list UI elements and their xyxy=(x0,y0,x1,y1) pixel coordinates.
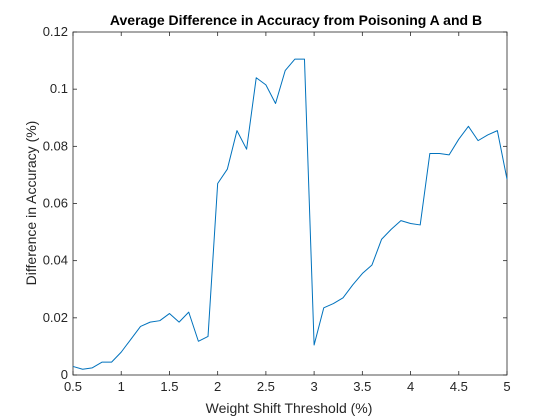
y-tick-label: 0.02 xyxy=(43,310,68,325)
x-tick-label: 1.5 xyxy=(160,379,178,394)
x-tick-label: 3.5 xyxy=(353,379,371,394)
x-axis-label: Weight Shift Threshold (%) xyxy=(206,400,373,416)
x-tick-label: 2 xyxy=(214,379,221,394)
y-tick-label: 0.08 xyxy=(43,138,68,153)
y-tick-label: 0 xyxy=(61,367,68,382)
x-tick-label: 3 xyxy=(310,379,317,394)
x-tick-label: 5 xyxy=(503,379,510,394)
x-tick-label: 2.5 xyxy=(257,379,275,394)
chart-title: Average Difference in Accuracy from Pois… xyxy=(110,12,482,28)
y-tick-label: 0.04 xyxy=(43,253,68,268)
y-tick-label: 0.1 xyxy=(50,81,68,96)
plot-box xyxy=(72,31,508,376)
y-axis: 0 0.02 0.04 0.06 0.08 0.1 0.12 xyxy=(43,24,507,382)
series-line xyxy=(72,58,508,370)
x-axis: 0.5 1 1.5 2 2.5 3 3.5 4 4.5 5 xyxy=(64,32,511,394)
plot-area xyxy=(72,31,508,376)
x-tick-label: 0.5 xyxy=(64,379,82,394)
x-tick-label: 1 xyxy=(118,379,125,394)
y-axis-label: Difference in Accuracy (%) xyxy=(23,121,39,286)
x-tick-label: 4 xyxy=(407,379,414,394)
x-tick-label: 4.5 xyxy=(450,379,468,394)
y-tick-label: 0.12 xyxy=(43,24,68,39)
y-tick-label: 0.06 xyxy=(43,196,68,211)
